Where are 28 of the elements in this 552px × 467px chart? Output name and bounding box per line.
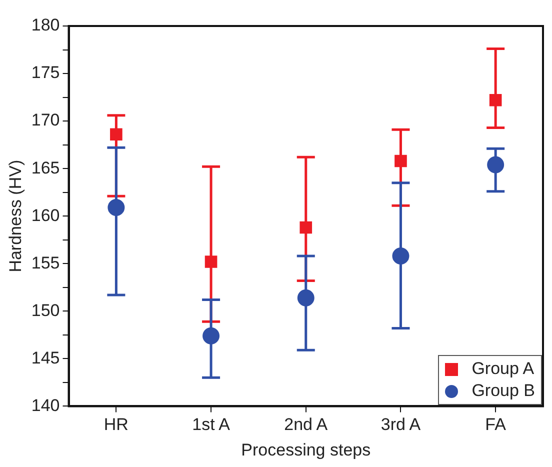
legend-label: Group B bbox=[472, 381, 535, 402]
point bbox=[297, 289, 314, 306]
point bbox=[394, 154, 407, 168]
x-tick-label: HR bbox=[104, 415, 128, 434]
x-axis-title: Processing steps bbox=[241, 440, 371, 460]
y-tick-label: 140 bbox=[31, 396, 60, 415]
point bbox=[108, 199, 125, 216]
y-tick-label: 150 bbox=[31, 300, 60, 320]
y-tick-label: 160 bbox=[31, 206, 60, 225]
point bbox=[110, 128, 122, 141]
point bbox=[489, 94, 502, 106]
point bbox=[202, 327, 220, 344]
x-tick-label: FA bbox=[485, 415, 507, 434]
point bbox=[300, 221, 312, 234]
point bbox=[204, 256, 218, 268]
y-tick-label: 175 bbox=[31, 63, 60, 82]
point bbox=[392, 248, 410, 265]
x-tick-label: 2nd A bbox=[284, 415, 328, 434]
y-tick-label: 165 bbox=[31, 158, 60, 178]
y-axis-title: Hardness (HV) bbox=[6, 160, 25, 272]
y-tick-label: 155 bbox=[31, 253, 60, 272]
x-tick-label: 3rd A bbox=[380, 415, 422, 434]
y-tick-label: 145 bbox=[31, 348, 60, 368]
legend-label: Group A bbox=[472, 359, 534, 380]
y-tick-label: 170 bbox=[31, 110, 60, 130]
point bbox=[487, 156, 504, 174]
x-tick-label: 1st A bbox=[192, 415, 231, 434]
y-tick-label: 180 bbox=[31, 16, 60, 35]
